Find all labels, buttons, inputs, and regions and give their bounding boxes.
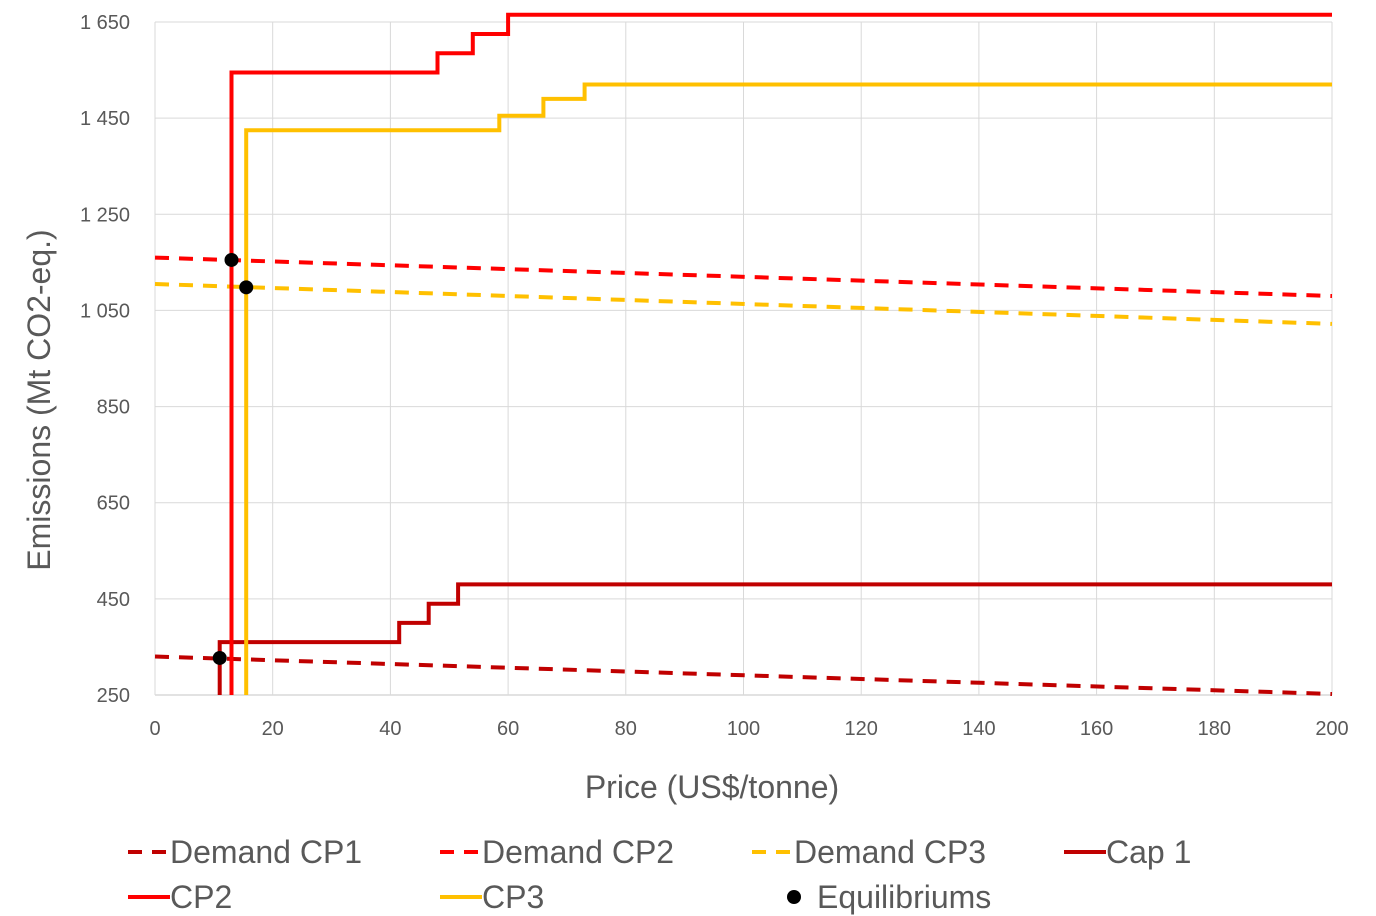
legend-label: Demand CP3 [794,834,986,870]
x-axis-title: Price (US$/tonne) [585,769,839,805]
y-tick-label: 850 [97,397,130,419]
y-tick-label: 450 [97,589,130,611]
series-demand-cp2 [154,255,1333,298]
legend-item-cap-1: Cap 1 [1064,834,1191,870]
equilibrium-point [239,280,254,295]
x-tick-labels: 0 20 40 60 80 100 120 140 160 180 200 [149,718,1348,740]
legend-label: Demand CP2 [482,834,674,870]
x-tick-label: 60 [497,718,519,740]
x-tick-label: 180 [1198,718,1231,740]
y-tick-label: 650 [97,493,130,515]
legend: Demand CP1 Demand CP2 Demand CP3 Cap 1 CP2 CP… [128,834,1191,915]
y-axis-title: Emissions (Mt CO2-eq.) [21,229,57,570]
series-cp3 [244,82,1332,695]
x-tick-label: 40 [379,718,401,740]
legend-label: Equilibriums [817,879,991,915]
grid [154,21,1333,696]
x-tick-label: 200 [1315,718,1348,740]
y-tick-labels: 250 450 650 850 1 050 1 250 1 450 1 650 [80,12,130,707]
x-tick-label: 140 [962,718,995,740]
legend-marker [787,890,801,904]
legend-item-demand-cp2: Demand CP2 [440,834,674,870]
series-layer [154,12,1333,696]
legend-label: Cap 1 [1106,834,1191,870]
legend-label: Demand CP1 [170,834,362,870]
y-tick-label: 1 250 [80,204,130,226]
series-demand-cp1 [154,654,1333,696]
x-tick-label: 0 [149,718,160,740]
y-tick-label: 1 050 [80,300,130,322]
x-tick-label: 100 [727,718,760,740]
y-tick-label: 250 [97,685,130,707]
legend-label: CP3 [482,879,544,915]
legend-item-cp3: CP3 [440,879,544,915]
x-tick-label: 80 [615,718,637,740]
x-tick-label: 120 [845,718,878,740]
legend-item-demand-cp3: Demand CP3 [752,834,986,870]
equilibrium-point [224,252,239,267]
series-cap-1 [217,582,1332,695]
equilibrium-points [212,252,254,665]
legend-item-demand-cp1: Demand CP1 [128,834,362,870]
series-demand-cp3 [154,282,1333,326]
y-tick-label: 1 650 [80,12,130,34]
equilibrium-point [212,650,227,665]
legend-item-cp2: CP2 [128,879,232,915]
series-cp2 [229,12,1332,695]
x-tick-label: 160 [1080,718,1113,740]
legend-item-equilibriums: Equilibriums [787,879,991,915]
x-tick-label: 20 [262,718,284,740]
legend-label: CP2 [170,879,232,915]
y-tick-label: 1 450 [80,108,130,130]
